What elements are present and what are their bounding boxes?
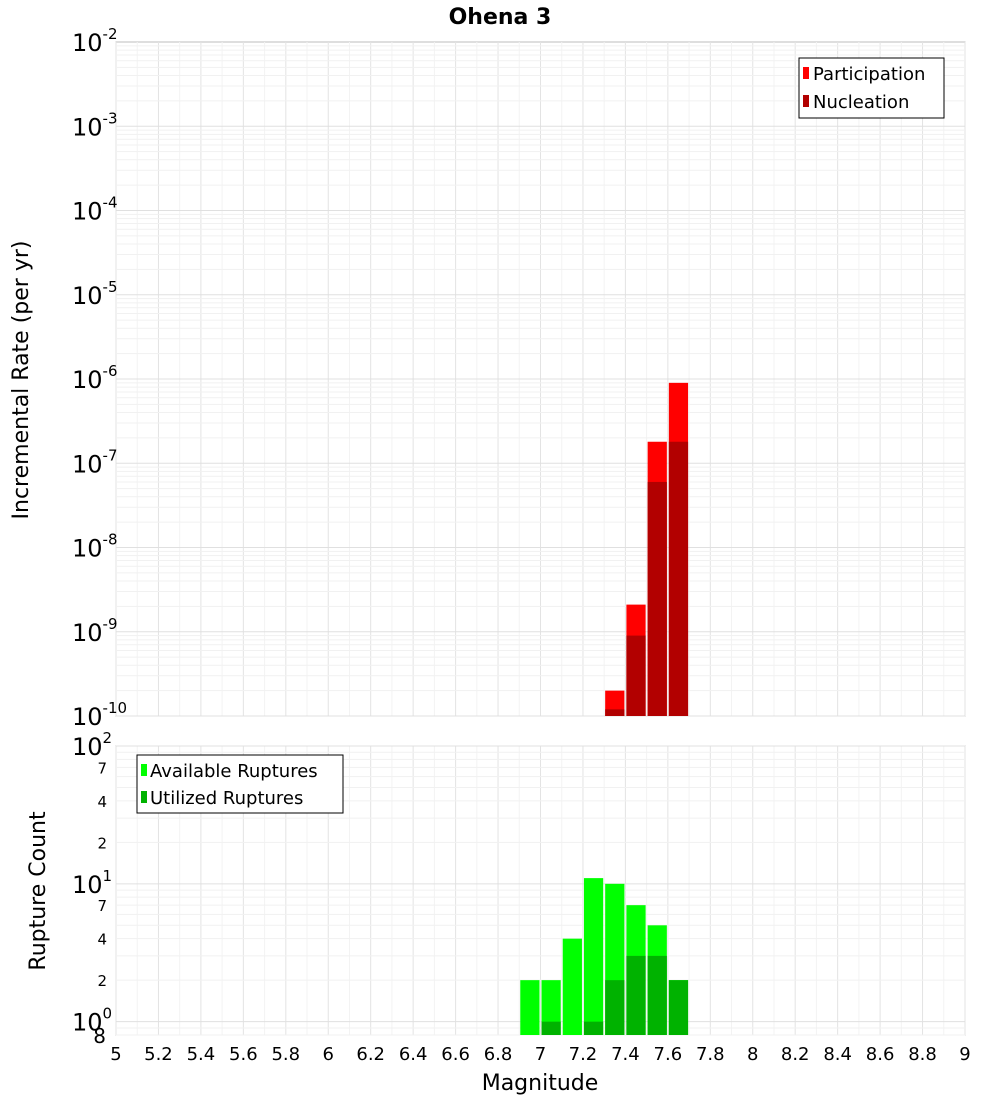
x-tick-label: 7	[535, 1044, 546, 1065]
count-y-minor-tick-label: 8	[93, 1024, 106, 1048]
count-bars	[520, 878, 689, 1035]
x-tick-label: 7.6	[654, 1044, 683, 1065]
count-y-tick-label: 101	[72, 867, 112, 899]
rate-legend: Participation Nucleation	[798, 57, 945, 119]
rate-y-tick-label: 10-9	[72, 615, 118, 647]
rate-y-tick-label: 10-4	[72, 194, 118, 226]
count-bar-utilized-ruptures	[647, 955, 667, 1035]
count-panel: 100 101 102 8 2 4 7 2 4 7 5 5.2 5.4 5.6 5.8 6 6.2 6.4 6.6…	[26, 729, 971, 1096]
participation-legend-swatch	[803, 67, 809, 79]
count-legend: Available Ruptures Utilized Ruptures	[136, 754, 344, 814]
rate-grid	[115, 42, 966, 717]
x-tick-label: 6.2	[356, 1044, 385, 1065]
count-y-minor-tick-label: 7	[97, 897, 107, 915]
x-tick-label: 5.6	[229, 1044, 258, 1065]
chart-title: Ohena 3	[449, 5, 552, 30]
count-grid	[115, 745, 966, 1036]
x-tick-label: 6.8	[484, 1044, 513, 1065]
x-tick-label: 6.4	[399, 1044, 428, 1065]
rate-bar-nucleation	[605, 709, 625, 716]
x-axis-label: Magnitude	[482, 1071, 599, 1096]
count-bar-utilized-ruptures	[605, 980, 625, 1035]
x-tick-label: 6	[323, 1044, 334, 1065]
rate-y-ticks: 10-10 10-9 10-8 10-7 10-6 10-5 10-4 10-3 10-2	[72, 25, 127, 731]
count-bar-utilized-ruptures	[541, 1021, 561, 1035]
x-tick-label: 7.4	[611, 1044, 640, 1065]
count-y-minor-tick-label: 7	[97, 759, 107, 777]
nucleation-legend-swatch	[803, 95, 809, 107]
count-legend-box	[136, 754, 344, 814]
rate-bar-nucleation	[647, 481, 667, 716]
count-y-minor-tick-label: 4	[97, 931, 107, 949]
count-bar-available-ruptures	[562, 938, 582, 1035]
utilized-legend-swatch	[141, 791, 147, 803]
count-y-minor-tick-label: 4	[97, 793, 107, 811]
rate-bar-nucleation	[626, 635, 646, 716]
count-y-minor-tick-label: 2	[97, 834, 107, 852]
participation-legend-label: Participation	[813, 64, 925, 85]
rate-y-axis-label: Incremental Rate (per yr)	[9, 241, 34, 520]
available-legend-label: Available Ruptures	[150, 761, 318, 782]
x-tick-label: 7.8	[696, 1044, 725, 1065]
count-bar-utilized-ruptures	[668, 980, 689, 1035]
rate-y-tick-label: 10-7	[72, 446, 118, 478]
available-legend-swatch	[141, 764, 147, 776]
x-tick-label: 5.2	[144, 1044, 173, 1065]
x-tick-label: 8.4	[823, 1044, 852, 1065]
nucleation-legend-label: Nucleation	[813, 92, 909, 113]
count-y-axis-label: Rupture Count	[26, 811, 51, 971]
count-y-minor-tick-label: 2	[97, 972, 107, 990]
rate-bars	[605, 382, 689, 716]
rate-y-tick-label: 10-8	[72, 531, 118, 563]
x-tick-label: 6.6	[441, 1044, 470, 1065]
count-bar-available-ruptures	[583, 878, 604, 1035]
x-tick-label: 5.4	[187, 1044, 216, 1065]
utilized-legend-label: Utilized Ruptures	[150, 788, 303, 809]
count-bar-available-ruptures	[541, 980, 561, 1035]
rate-legend-box	[798, 57, 945, 119]
count-y-ticks: 100 101 102 8 2 4 7 2 4 7	[72, 729, 112, 1048]
x-tick-label: 8	[747, 1044, 758, 1065]
rate-bar-nucleation	[668, 441, 689, 716]
rate-y-tick-label: 10-5	[72, 278, 118, 310]
x-tick-label: 5	[110, 1044, 121, 1065]
x-tick-label: 8.6	[866, 1044, 895, 1065]
count-y-tick-label: 102	[72, 729, 112, 761]
count-bar-available-ruptures	[520, 980, 540, 1035]
rate-y-tick-label: 10-3	[72, 109, 118, 141]
rate-y-tick-label: 10-2	[72, 25, 118, 57]
x-tick-label: 7.2	[569, 1044, 598, 1065]
count-y-tick-label: 100	[72, 1005, 112, 1037]
x-tick-label: 9	[959, 1044, 970, 1065]
count-bar-utilized-ruptures	[583, 1021, 604, 1035]
rate-y-tick-label: 10-10	[72, 699, 127, 731]
x-ticks: 5 5.2 5.4 5.6 5.8 6 6.2 6.4 6.6 6.8 7 7.2 7.4 7.6 7.8 8…	[110, 1044, 970, 1065]
rate-y-tick-label: 10-6	[72, 362, 118, 394]
x-tick-label: 8.8	[908, 1044, 937, 1065]
x-tick-label: 5.8	[271, 1044, 300, 1065]
x-tick-label: 8.2	[781, 1044, 810, 1065]
rate-panel: 10-10 10-9 10-8 10-7 10-6 10-5 10-4 10-3 10-2 In…	[9, 25, 966, 731]
count-bar-utilized-ruptures	[626, 955, 646, 1035]
